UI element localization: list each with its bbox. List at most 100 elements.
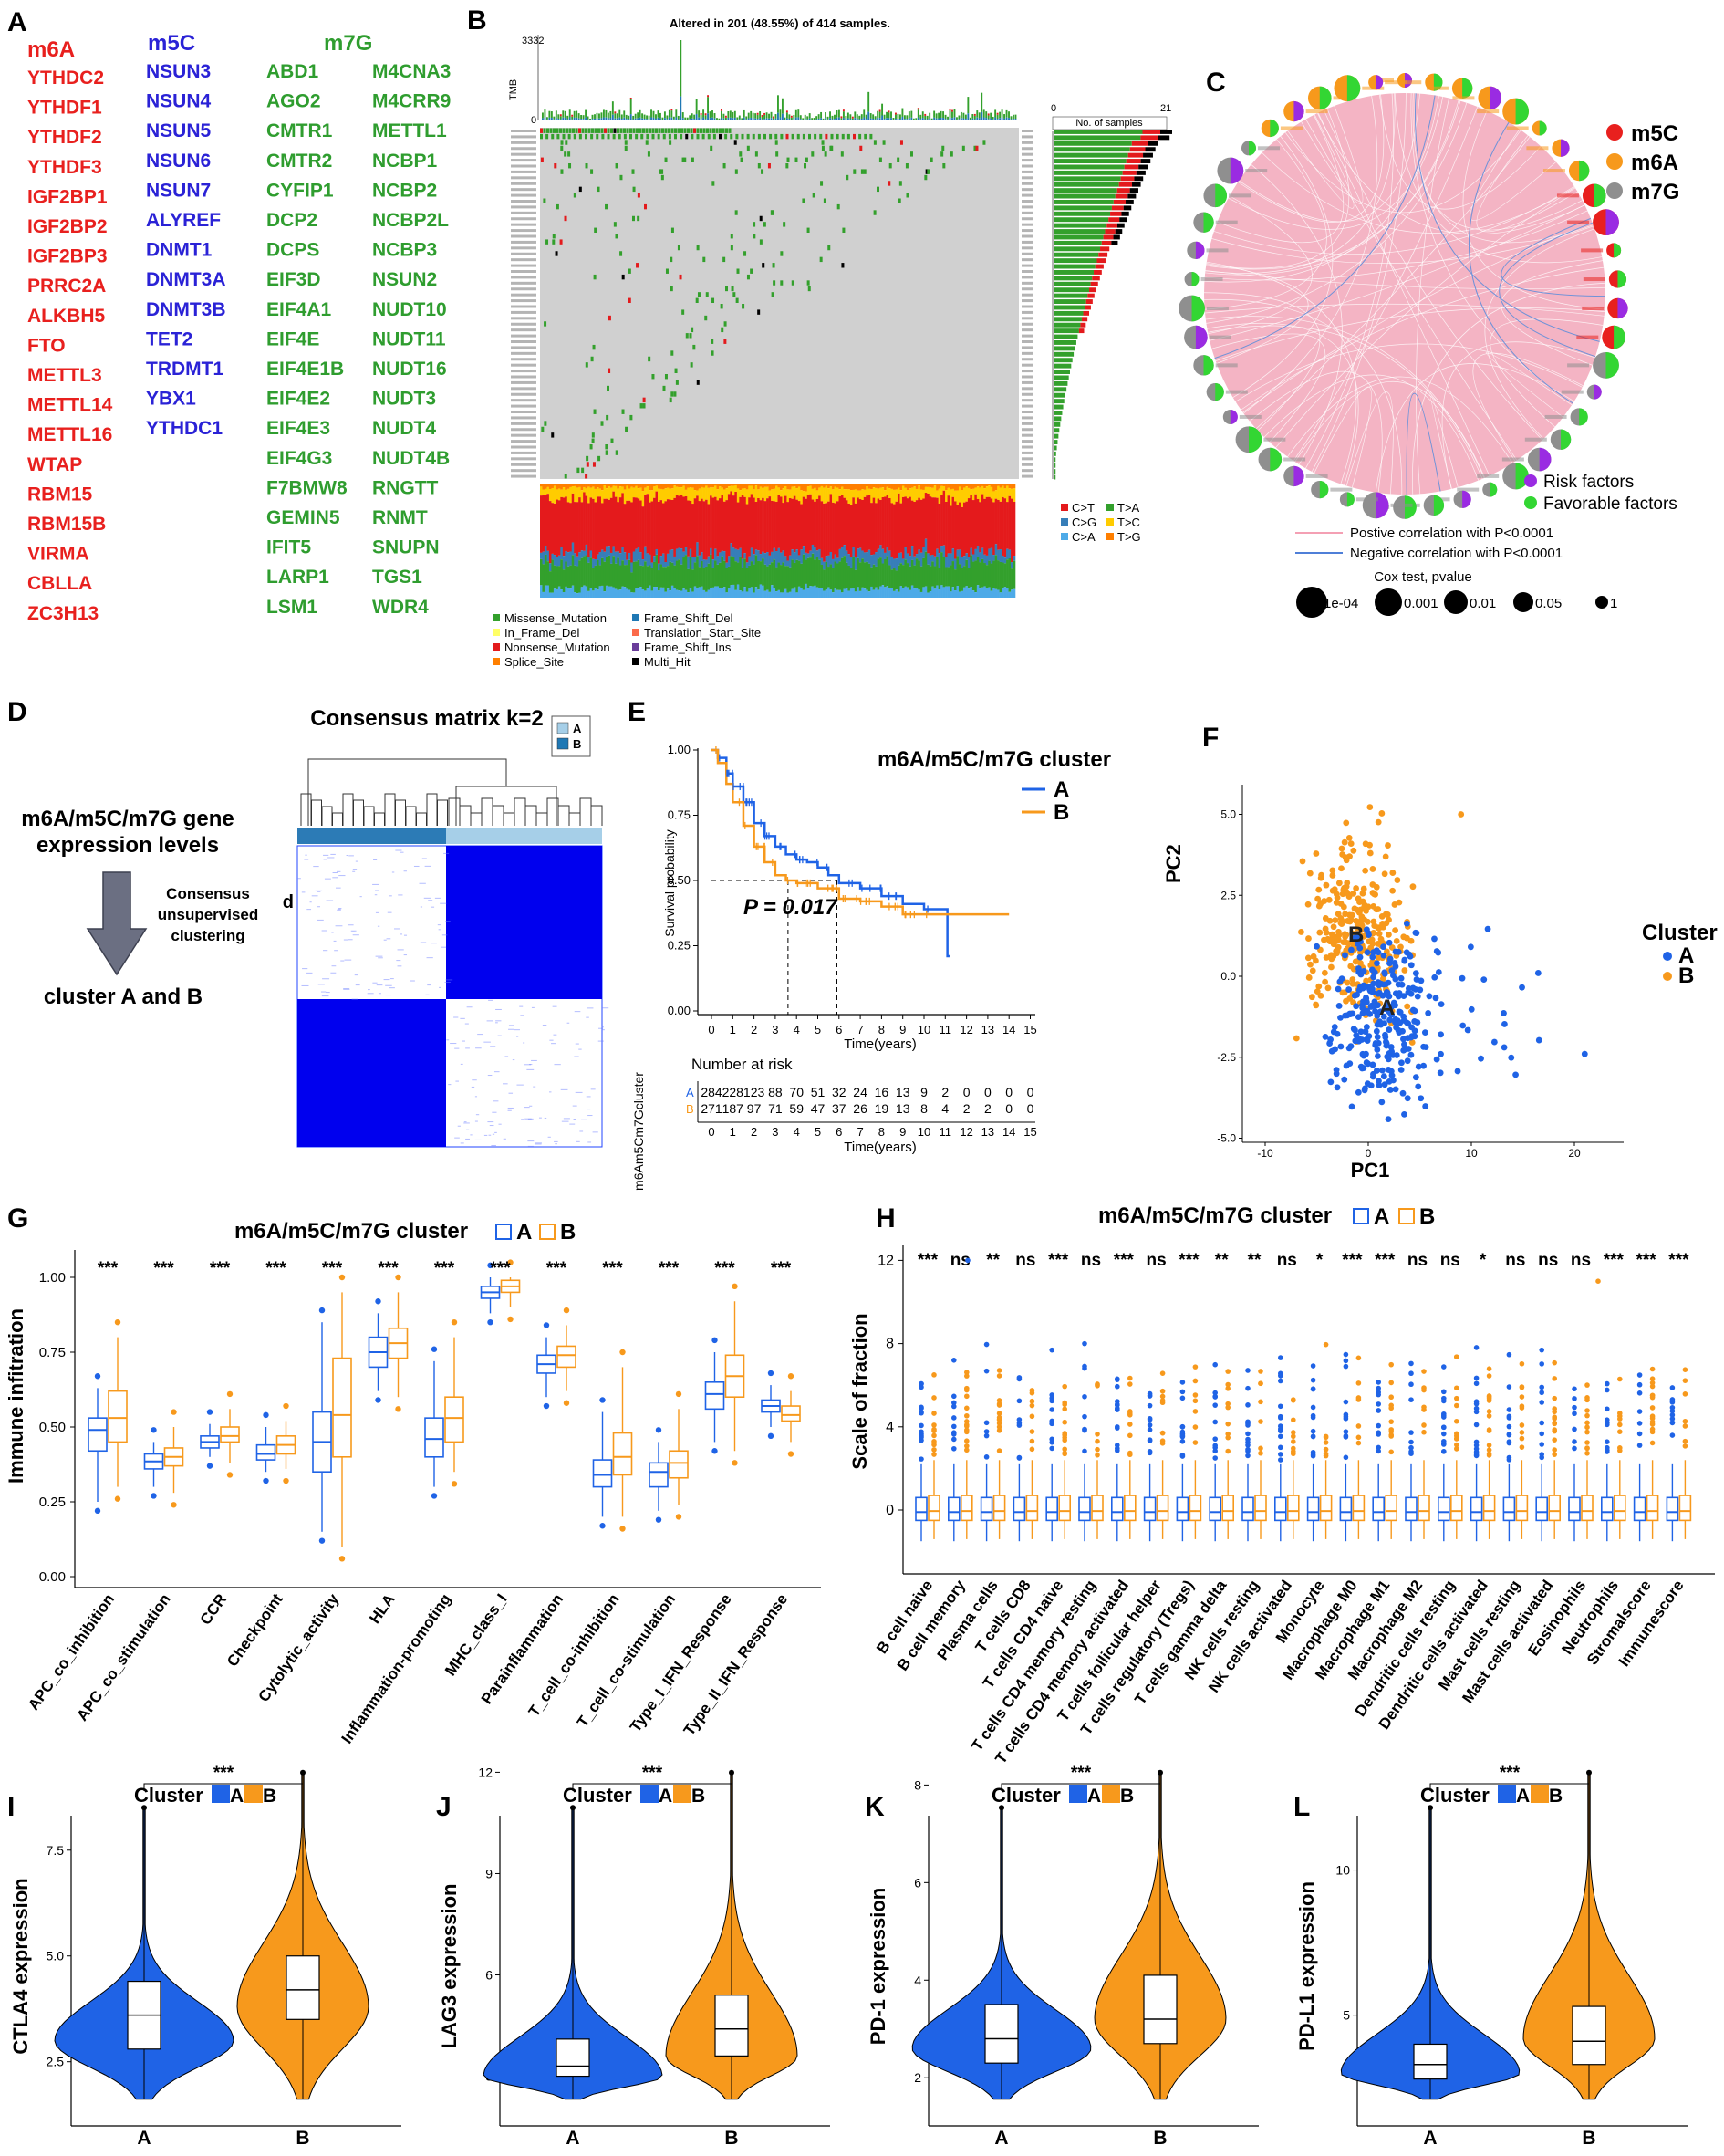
titv-bar (909, 589, 912, 598)
h-signif: ns (1277, 1251, 1297, 1270)
km-xtick-label: 10 (918, 1023, 930, 1036)
h-outlier-a (1147, 1415, 1153, 1422)
onco-cell (720, 304, 723, 309)
titv-bar (933, 566, 937, 589)
consensus-noise-mark (574, 1011, 581, 1013)
titv-bar (653, 497, 656, 557)
pca-point-a (1322, 1033, 1329, 1040)
titv-bar (666, 487, 670, 500)
titv-bar (653, 486, 656, 498)
box-outlier (619, 1526, 626, 1532)
gene-row-pct (1022, 234, 1033, 238)
titv-bar (556, 566, 559, 589)
onco-cell (610, 128, 613, 133)
titv-bar (888, 498, 891, 551)
consensus-noise-mark (446, 1039, 450, 1041)
titv-bar (721, 484, 724, 488)
pca-point-b (1359, 898, 1366, 905)
h-outlier-b (1519, 1384, 1525, 1390)
samples-bar (1103, 234, 1114, 240)
pca-point-b (1329, 872, 1336, 879)
tmb-bar (910, 110, 913, 118)
tmb-bar (591, 119, 594, 120)
titv-bar (962, 502, 966, 557)
violin-legend-title: Cluster (1420, 1784, 1490, 1807)
titv-bar (666, 499, 670, 554)
onco-cell (615, 450, 618, 455)
h-outlier-a (1605, 1406, 1610, 1412)
h-signif: ** (1248, 1251, 1262, 1270)
titv-bar (673, 556, 677, 566)
titv-bar (947, 487, 950, 496)
gene-row-pct (1022, 310, 1033, 314)
titv-bar (974, 592, 978, 598)
gene-row-label (511, 399, 536, 402)
violin-signif-bracket (1001, 1783, 1161, 1791)
pca-point-a (1397, 1009, 1404, 1016)
tmb-bar (867, 91, 870, 112)
pca-point-a (1327, 1036, 1335, 1043)
consensus-noise-mark (448, 1084, 452, 1086)
pca-point-a (1335, 985, 1342, 993)
titv-bar (673, 485, 677, 498)
onco-cell (762, 263, 765, 268)
titv-bar (768, 591, 772, 598)
gene-cyfip1: CYFIP1 (266, 180, 334, 201)
samples-bar (1113, 200, 1127, 204)
h-outlier-b (1519, 1360, 1525, 1367)
consensus-noise-mark (553, 1034, 557, 1036)
onco-cell (811, 151, 815, 157)
tmb-bar (831, 115, 834, 120)
titv-bar (669, 561, 672, 591)
gene-eif4a1: EIF4A1 (266, 299, 332, 320)
titv-bar (684, 555, 688, 590)
titv-bar (739, 496, 743, 548)
violin-panel-label: J (436, 1792, 452, 1822)
titv-bar (965, 586, 969, 598)
titv-bar (805, 552, 808, 560)
network-node-label (1426, 86, 1449, 90)
gene-row-label (511, 200, 536, 203)
titv-bar (732, 484, 735, 486)
tmb-bar (921, 111, 924, 119)
risk-a-cell: 228 (722, 1085, 744, 1099)
box-body (1274, 1496, 1287, 1522)
tmb-bar (938, 118, 940, 120)
pca-point-b (1362, 867, 1369, 874)
pca-point-a (1382, 1031, 1388, 1038)
risk-b-cell: 187 (722, 1101, 744, 1116)
tmb-bar (670, 109, 673, 111)
tmb-bar (890, 118, 892, 120)
tmb-bar (598, 118, 600, 120)
tmb-bar (992, 116, 994, 120)
titv-bar (597, 484, 599, 488)
box-body (444, 1396, 464, 1443)
titv-bar (950, 553, 952, 566)
h-outlier-b (1486, 1428, 1492, 1433)
gene-row-pct (1022, 363, 1033, 367)
samples-bar (1054, 240, 1102, 245)
h-outlier-b (964, 1443, 970, 1449)
titv-bar (924, 538, 928, 552)
titv-bar (999, 501, 1002, 550)
titv-bar (915, 558, 919, 588)
titv-bar (815, 587, 819, 598)
h-outlier-b (1552, 1376, 1557, 1381)
onco-cell (575, 128, 578, 133)
gene-mettl16: METTL16 (27, 424, 112, 445)
titv-bar (784, 556, 787, 567)
titv-bar (635, 561, 638, 588)
violin-xtick-label: A (994, 2128, 1008, 2149)
tmb-bar (770, 111, 773, 119)
h-outlier-b (1584, 1420, 1590, 1426)
network-edge (1238, 94, 1385, 223)
titv-bar (918, 485, 921, 498)
network-node-factor (1579, 408, 1588, 426)
network-edge (1228, 96, 1444, 230)
pca-point-a (1581, 1050, 1588, 1057)
titv-bar (918, 549, 921, 561)
violin-legend-a: A (1087, 1786, 1101, 1807)
titv-bar (644, 561, 647, 591)
titv-bar (827, 488, 830, 502)
network-edge (1412, 282, 1605, 495)
